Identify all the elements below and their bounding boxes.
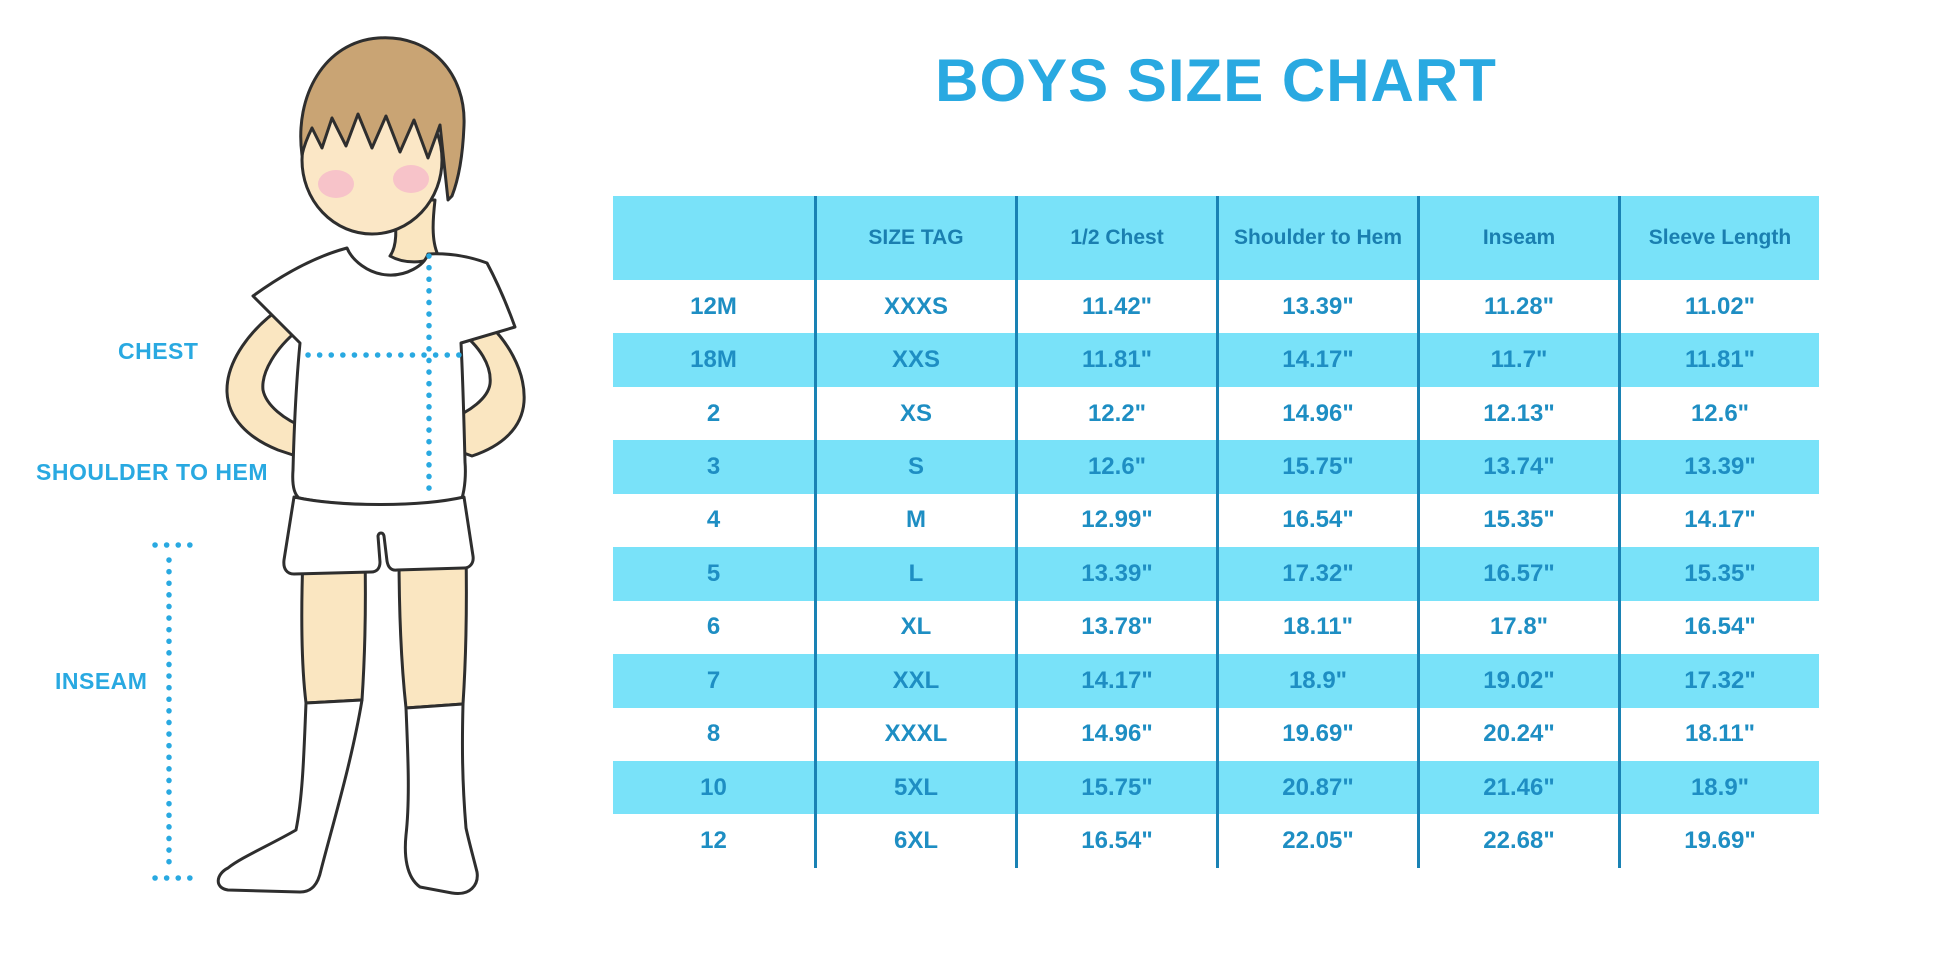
column-header-inseam: Inseam: [1417, 196, 1618, 280]
shoulder-to-hem-label: SHOULDER TO HEM: [36, 459, 268, 485]
hair: [299, 36, 466, 202]
table-cell: 12.6": [1015, 440, 1216, 494]
table-cell: 11.28": [1417, 280, 1618, 334]
table-cell: 2: [613, 386, 814, 441]
column-header-half-chest: 1/2 Chest: [1015, 196, 1216, 280]
table-cell: 15.35": [1417, 493, 1618, 548]
chest-label: CHEST: [118, 338, 199, 364]
table-cell: 22.68": [1417, 814, 1618, 868]
table-cell: S: [814, 440, 1015, 494]
table-cell: 11.81": [1618, 333, 1819, 387]
table-cell: 11.42": [1015, 280, 1216, 334]
blush-left: [318, 170, 354, 198]
left-sock: [216, 698, 364, 894]
t-shirt: [251, 246, 517, 507]
table-cell: 16.57": [1417, 547, 1618, 601]
table-cell: 16.54": [1618, 600, 1819, 655]
table-cell: 4: [613, 493, 814, 548]
table-cell: 21.46": [1417, 760, 1618, 815]
table-cell: 13.39": [1216, 280, 1417, 334]
inseam-label: INSEAM: [55, 668, 148, 694]
table-cell: 17.8": [1417, 600, 1618, 655]
table-cell: 12M: [613, 280, 814, 334]
column-header-size-tag: SIZE TAG: [814, 196, 1015, 280]
left-leg: [300, 553, 367, 705]
table-cell: 19.69": [1618, 814, 1819, 868]
table-cell: 20.87": [1216, 760, 1417, 815]
table-cell: 16.54": [1216, 493, 1417, 548]
table-cell: 16.54": [1015, 814, 1216, 868]
table-cell: XS: [814, 386, 1015, 441]
table-cell: 5: [613, 547, 814, 601]
page-title: BOYS SIZE CHART: [935, 47, 1497, 114]
column-header-sleeve-length: Sleeve Length: [1618, 196, 1819, 280]
table-cell: XXXS: [814, 280, 1015, 334]
table-cell: 5XL: [814, 760, 1015, 815]
table-cell: 11.81": [1015, 333, 1216, 387]
table-cell: 15.75": [1216, 440, 1417, 494]
column-header-shoulder-to-hem: Shoulder to Hem: [1216, 196, 1417, 280]
table-cell: XXL: [814, 654, 1015, 708]
table-cell: 3: [613, 440, 814, 494]
table-cell: 12.13": [1417, 386, 1618, 441]
table-cell: 12.6": [1618, 386, 1819, 441]
table-cell: 6XL: [814, 814, 1015, 868]
table-cell: 18M: [613, 333, 814, 387]
table-cell: XXS: [814, 333, 1015, 387]
table-cell: XL: [814, 600, 1015, 655]
table-cell: 12.99": [1015, 493, 1216, 548]
table-cell: 13.78": [1015, 600, 1216, 655]
table-cell: 18.9": [1216, 654, 1417, 708]
size-table-body: 12M XXXS 11.42" 13.39" 11.28" 11.02" 18M XXS 11.…: [613, 280, 1819, 868]
table-cell: L: [814, 547, 1015, 601]
table-cell: 15.35": [1618, 547, 1819, 601]
table-cell: 12.2": [1015, 386, 1216, 441]
table-cell: 11.02": [1618, 280, 1819, 334]
table-cell: XXXL: [814, 707, 1015, 761]
table-cell: 15.75": [1015, 760, 1216, 815]
table-cell: 19.02": [1417, 654, 1618, 708]
table-cell: 17.32": [1618, 654, 1819, 708]
table-cell: 14.17": [1216, 333, 1417, 387]
table-cell: M: [814, 493, 1015, 548]
table-cell: 13.39": [1015, 547, 1216, 601]
table-cell: 10: [613, 760, 814, 815]
table-cell: 8: [613, 707, 814, 761]
right-leg: [397, 549, 468, 710]
table-cell: 14.17": [1618, 493, 1819, 548]
right-sock: [403, 702, 479, 895]
table-cell: 18.9": [1618, 760, 1819, 815]
size-table: SIZE TAG 1/2 Chest Shoulder to Hem Insea…: [613, 196, 1819, 868]
size-table-header: SIZE TAG 1/2 Chest Shoulder to Hem Insea…: [613, 196, 1819, 280]
table-cell: 13.74": [1417, 440, 1618, 494]
blush-right: [393, 165, 429, 193]
shorts: [282, 495, 475, 576]
table-cell: 18.11": [1618, 707, 1819, 761]
measurement-guides: [152, 253, 465, 881]
table-cell: 19.69": [1216, 707, 1417, 761]
table-cell: 6: [613, 600, 814, 655]
table-cell: 7: [613, 654, 814, 708]
table-cell: 12: [613, 814, 814, 868]
table-cell: 20.24": [1417, 707, 1618, 761]
column-header-blank: [613, 196, 814, 280]
table-cell: 14.17": [1015, 654, 1216, 708]
table-cell: 18.11": [1216, 600, 1417, 655]
table-cell: 14.96": [1216, 386, 1417, 441]
table-cell: 11.7": [1417, 333, 1618, 387]
table-cell: 13.39": [1618, 440, 1819, 494]
table-cell: 14.96": [1015, 707, 1216, 761]
table-cell: 22.05": [1216, 814, 1417, 868]
table-cell: 17.32": [1216, 547, 1417, 601]
